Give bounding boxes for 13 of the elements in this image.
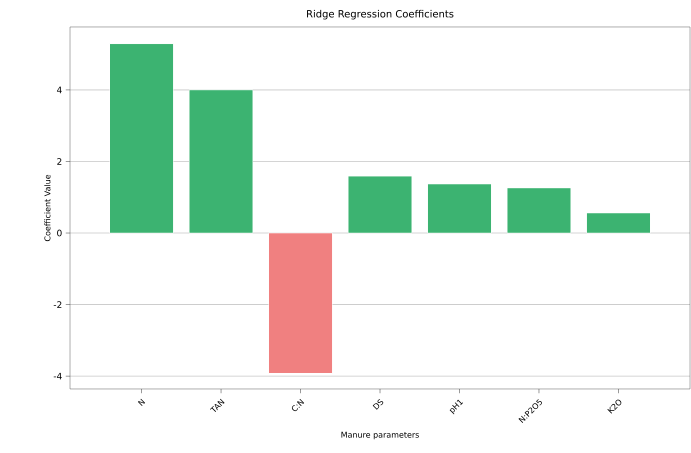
bar	[268, 232, 333, 374]
bar	[110, 44, 174, 234]
bar	[188, 90, 254, 234]
bar	[506, 188, 572, 234]
chart-title: Ridge Regression Coefficients	[307, 10, 454, 20]
y-tick-label: 2	[57, 158, 62, 165]
bar	[586, 212, 651, 234]
y-tick-label: -4	[54, 372, 62, 380]
bar	[348, 176, 412, 234]
y-tick-label: 4	[56, 86, 62, 94]
bar	[427, 184, 492, 234]
y-tick-label: 0	[57, 230, 62, 236]
y-tick-label: -2	[54, 301, 62, 308]
